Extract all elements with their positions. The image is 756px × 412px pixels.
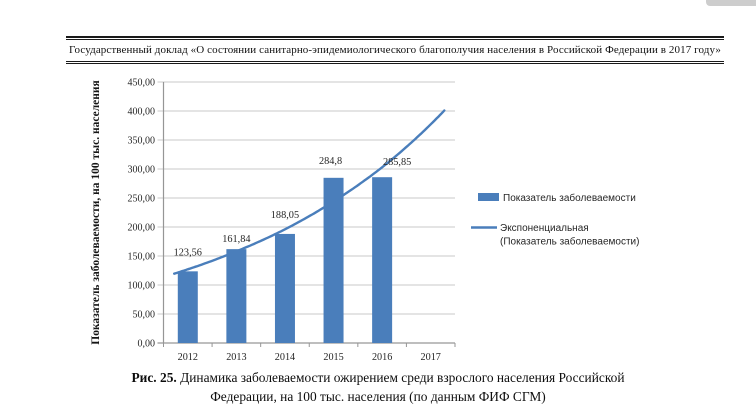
y-tick-label: 250,00 [128,194,156,205]
trendline [173,109,446,275]
header-rule-top-thin [66,39,724,41]
y-tick-label: 200,00 [128,223,156,234]
scrollbar-fragment [706,0,756,6]
bar-2015 [323,177,344,343]
data-label-2013: 161,84 [222,234,250,245]
header-rule-bottom-thick [66,60,724,62]
gridlines [157,81,455,315]
bar-2013 [226,249,247,343]
bar-2016 [372,177,393,343]
chart-legend: Показатель заболеваемости Экспоненциальна… [471,192,639,248]
x-tick-label-2013: 2013 [226,352,246,363]
y-tick-label: 450,00 [128,78,156,89]
data-label-2016: 285,85 [383,157,411,168]
legend-label-trend-line-2: (Показатель заболеваемости) [500,236,639,248]
chart-figure: 123,56 161,84 188,05 284,8 285,85 0,00 50,00 10… [0,68,756,368]
figure-caption-line2: Федерации, на 100 тыс. населения (по дан… [210,388,546,404]
obesity-incidence-chart: 123,56 161,84 188,05 284,8 285,85 0,00 50,00 10… [90,78,639,364]
y-tick-label: 50,00 [133,310,156,321]
x-tick-label-2016: 2016 [372,352,392,363]
figure-caption-text: Динамика заболеваемости ожирением среди … [180,370,625,385]
bar-2012 [177,271,198,343]
x-tick-label-2015: 2015 [323,352,343,363]
y-tick-label: 0,00 [138,339,156,350]
running-header-text: Государственный доклад «О состоянии сани… [69,44,721,57]
y-tick-labels: 0,00 50,00 100,00 150,00 200,00 250,00 300,00 3… [128,78,156,350]
y-axis-title: Показатель заболеваемости, на 100 тыс. н… [90,80,102,345]
data-label-2015: 284,8 [319,156,342,167]
x-tick-label-2014: 2014 [275,352,295,363]
y-tick-label: 400,00 [128,107,156,118]
axes [157,82,456,347]
x-tick-labels: 2012 2013 2014 2015 2016 2017 [178,352,441,363]
legend-bar-swatch [478,193,499,201]
figure-caption: Рис. 25. Динамика заболеваемости ожирени… [0,369,756,406]
y-tick-label: 350,00 [128,136,156,147]
y-tick-label: 150,00 [128,252,156,263]
y-tick-label: 300,00 [128,165,156,176]
x-tick-label-2017: 2017 [421,352,441,363]
bar-2014 [274,233,295,343]
x-tick-label-2012: 2012 [178,352,198,363]
header-rule-bottom-thin [66,63,724,65]
legend-label-trend-line-1: Экспоненциальная [500,223,589,234]
header-rule-top-thick [66,36,724,38]
running-header: Государственный доклад «О состоянии сани… [66,36,724,65]
data-label-2014: 188,05 [271,210,299,221]
data-labels: 123,56 161,84 188,05 284,8 285,85 [174,156,412,259]
figure-caption-line1: Рис. 25. Динамика заболеваемости ожирени… [0,369,756,388]
figure-number: Рис. 25. [131,370,177,385]
bar-series [177,177,393,343]
legend-label-series: Показатель заболеваемости [503,192,636,204]
data-label-2012: 123,56 [174,247,202,258]
y-tick-label: 100,00 [128,281,156,292]
